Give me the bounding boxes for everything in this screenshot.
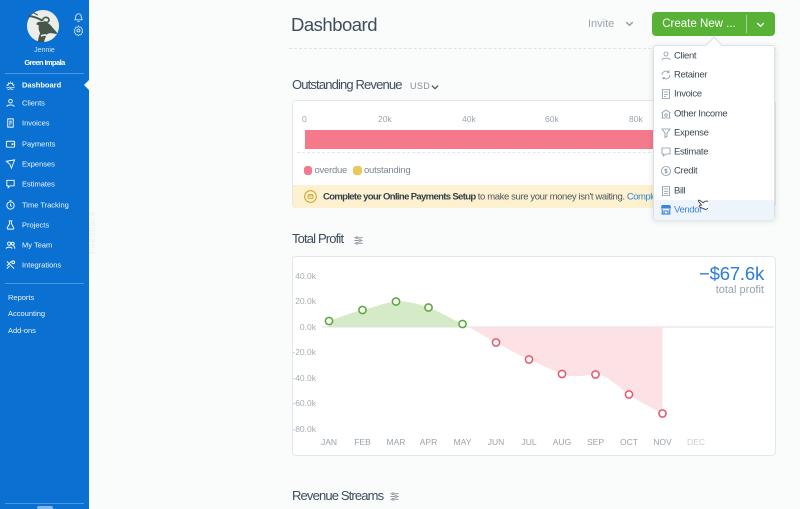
svg-text:DEC: DEC — [687, 437, 705, 447]
svg-text:-40.0k: -40.0k — [293, 373, 317, 383]
svg-text:-60.0k: -60.0k — [293, 398, 317, 408]
svg-text:MAY: MAY — [454, 437, 472, 447]
svg-text:JUL: JUL — [521, 437, 536, 447]
svg-text:NOV: NOV — [653, 437, 672, 447]
svg-text:20.0k: 20.0k — [295, 296, 317, 306]
svg-text:SEP: SEP — [587, 437, 604, 447]
svg-text:FEB: FEB — [354, 437, 371, 447]
svg-text:0.0k: 0.0k — [300, 322, 317, 332]
svg-text:APR: APR — [420, 437, 437, 447]
svg-text:40.0k: 40.0k — [295, 271, 317, 281]
svg-text:-80.0k: -80.0k — [293, 424, 317, 434]
svg-text:JUN: JUN — [488, 437, 505, 447]
svg-text:AUG: AUG — [553, 437, 571, 447]
svg-text:JAN: JAN — [321, 437, 337, 447]
svg-text:-20.0k: -20.0k — [293, 347, 317, 357]
svg-text:OCT: OCT — [620, 437, 638, 447]
svg-text:MAR: MAR — [387, 437, 406, 447]
